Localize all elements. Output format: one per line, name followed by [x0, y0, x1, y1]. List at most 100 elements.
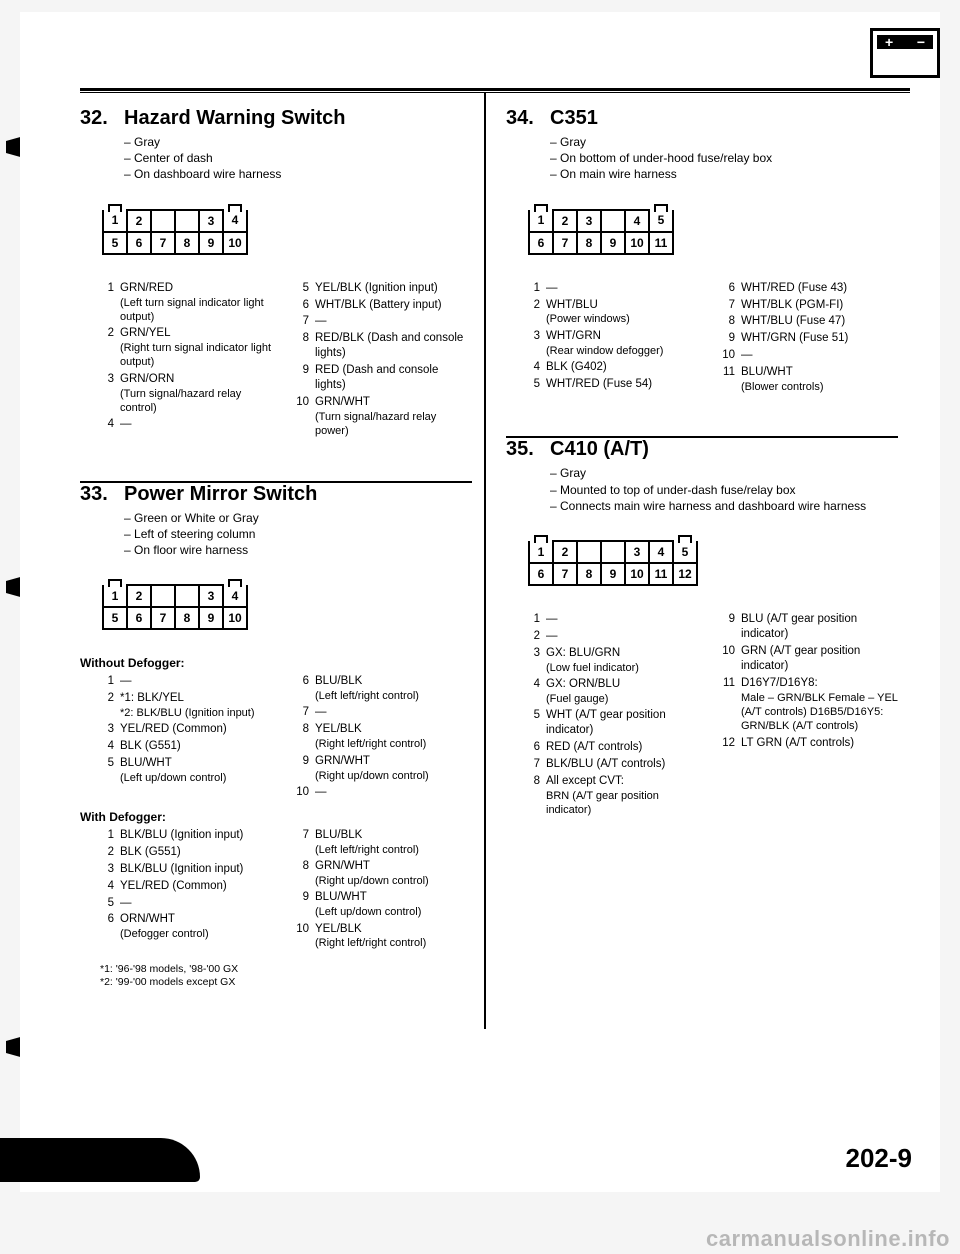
pin-subtext: BRN (A/T gear position indicator) — [546, 789, 703, 818]
subheading: Without Defogger: — [80, 656, 472, 670]
pin-entry: 8YEL/BLK(Right left/right control) — [295, 722, 472, 751]
pin-text: RED (A/T controls) — [546, 740, 703, 755]
pin-number: 9 — [295, 754, 309, 783]
pin-text: RED/BLK (Dash and console lights) — [315, 331, 472, 361]
pin-subtext: (Left up/down control) — [120, 771, 277, 785]
pin-text: — — [120, 674, 277, 689]
pin-entry: 6RED (A/T controls) — [526, 740, 703, 755]
pin-entry: 9BLU/WHT(Left up/down control) — [295, 890, 472, 919]
pin-entry: 1— — [100, 674, 277, 689]
pin-cell: 2 — [127, 210, 151, 232]
section-title: C351 — [550, 107, 898, 130]
pin-cell: 10 — [625, 232, 649, 254]
pin-cell: 3 — [577, 210, 601, 232]
pin-entry: 11BLU/WHT(Blower controls) — [721, 365, 898, 394]
pin-text: BLU/WHT(Left up/down control) — [315, 890, 472, 919]
right-column: 34. C351 Gray On bottom of under-hood fu… — [484, 93, 910, 1029]
pin-cell — [151, 210, 175, 232]
pin-cell: 6 — [529, 563, 553, 585]
pin-number: 10 — [721, 348, 735, 363]
pin-text: BLK/BLU (Ignition input) — [120, 862, 277, 877]
pin-entry: 1GRN/RED(Left turn signal indicator ligh… — [100, 281, 277, 325]
pin-cell — [175, 585, 199, 607]
pin-cell: 7 — [553, 232, 577, 254]
page-number: 202-9 — [846, 1143, 913, 1174]
pin-subtext: (Power windows) — [546, 312, 703, 326]
pin-cell: 1 — [529, 210, 553, 232]
pin-entry: 6WHT/RED (Fuse 43) — [721, 281, 898, 296]
pin-cell: 4 — [625, 210, 649, 232]
pin-text: WHT/BLU (Fuse 47) — [741, 314, 898, 329]
pin-number: 1 — [100, 828, 114, 843]
pin-cell: 7 — [151, 232, 175, 254]
pin-cell: 12 — [673, 563, 697, 585]
pin-entry: 2*1: BLK/YEL*2: BLK/BLU (Ignition input) — [100, 691, 277, 720]
pin-number: 1 — [526, 281, 540, 296]
pin-text: YEL/RED (Common) — [120, 722, 277, 737]
pin-cell: 8 — [577, 563, 601, 585]
pin-cell: 7 — [151, 607, 175, 629]
pin-cell — [175, 210, 199, 232]
pin-text: WHT/RED (Fuse 43) — [741, 281, 898, 296]
pin-cell: 2 — [553, 210, 577, 232]
section-bullets: Gray Center of dash On dashboard wire ha… — [124, 134, 472, 183]
pin-number: 10 — [295, 395, 309, 439]
pin-number: 12 — [721, 736, 735, 751]
pin-cell — [151, 585, 175, 607]
pin-number: 6 — [295, 674, 309, 703]
pin-number: 7 — [295, 314, 309, 329]
pin-entry: 9RED (Dash and console lights) — [295, 363, 472, 393]
pin-entry: 10— — [295, 785, 472, 800]
pin-entry: 1BLK/BLU (Ignition input) — [100, 828, 277, 843]
pin-entry: 1— — [526, 612, 703, 627]
pin-list: 1BLK/BLU (Ignition input)2BLK (G551)3BLK… — [100, 828, 472, 953]
pin-text: BLK (G551) — [120, 845, 277, 860]
pin-text: BLK (G551) — [120, 739, 277, 754]
battery-icon: +− — [870, 28, 940, 78]
pin-number: 10 — [295, 922, 309, 951]
pin-number: 3 — [100, 372, 114, 416]
pin-entry: 5WHT/RED (Fuse 54) — [526, 377, 703, 392]
pin-text: GRN/RED(Left turn signal indicator light… — [120, 281, 277, 325]
pin-cell: 10 — [223, 232, 247, 254]
pin-entry: 3BLK/BLU (Ignition input) — [100, 862, 277, 877]
bullet: Mounted to top of under-dash fuse/relay … — [550, 482, 898, 498]
bullet: On dashboard wire harness — [124, 166, 472, 182]
pin-entry: 8 WHT/BLU (Fuse 47) — [721, 314, 898, 329]
section-34: 34. C351 Gray On bottom of under-hood fu… — [506, 107, 898, 396]
pin-text: GRN/WHT(Right up/down control) — [315, 754, 472, 783]
footnote: *2: '99-'00 models except GX — [100, 976, 472, 989]
pin-number: 4 — [526, 677, 540, 706]
pin-entry: 6ORN/WHT(Defogger control) — [100, 912, 277, 941]
pin-text: — — [546, 629, 703, 644]
pin-subtext: (Left up/down control) — [315, 905, 472, 919]
pin-subtext: (Right up/down control) — [315, 874, 472, 888]
pin-text: WHT (A/T gear position indicator) — [546, 708, 703, 738]
section-bullets: Gray On bottom of under-hood fuse/relay … — [550, 134, 898, 183]
section-33: 33. Power Mirror Switch Green or White o… — [80, 483, 472, 989]
pin-subtext: (Right turn signal indicator light outpu… — [120, 341, 277, 370]
pin-list: 1—2—3GX: BLU/GRN(Low fuel indicator)4GX:… — [526, 612, 898, 820]
subheading: With Defogger: — [80, 810, 472, 824]
pin-number: 2 — [100, 845, 114, 860]
pin-number: 9 — [721, 612, 735, 642]
bullet: Left of steering column — [124, 526, 472, 542]
pin-entry: 8GRN/WHT(Right up/down control) — [295, 859, 472, 888]
pin-text: — — [546, 612, 703, 627]
pin-cell: 5 — [649, 210, 673, 232]
section-title: Hazard Warning Switch — [124, 107, 472, 130]
bullet: On floor wire harness — [124, 542, 472, 558]
pin-subtext: (Turn signal/hazard relay power) — [315, 410, 472, 439]
section-title: Power Mirror Switch — [124, 483, 472, 506]
pin-text: BLU/BLK(Left left/right control) — [315, 828, 472, 857]
pin-number: 8 — [721, 314, 735, 329]
pin-cell: 1 — [103, 210, 127, 232]
bullet: Gray — [550, 465, 898, 481]
pin-entry: 12LT GRN (A/T controls) — [721, 736, 898, 751]
pin-entry: 10YEL/BLK(Right left/right control) — [295, 922, 472, 951]
section-number: 35. — [506, 438, 538, 514]
pin-text: BLU/WHT(Blower controls) — [741, 365, 898, 394]
pin-number: 1 — [526, 612, 540, 627]
pin-entry: 10— — [721, 348, 898, 363]
pin-entry: 4GX: ORN/BLU(Fuel gauge) — [526, 677, 703, 706]
